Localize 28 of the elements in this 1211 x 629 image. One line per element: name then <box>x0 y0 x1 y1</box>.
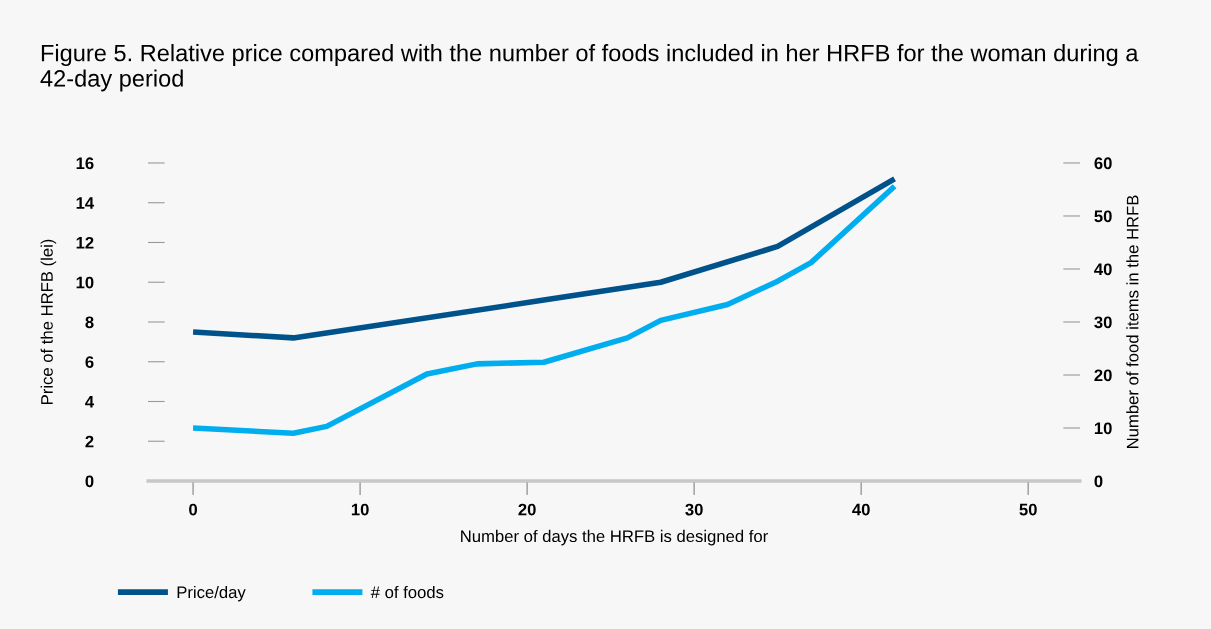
y-tick-label: 12 <box>76 236 94 249</box>
y2-tick-label: 40 <box>1094 263 1112 276</box>
y-tick-label: 14 <box>76 197 95 209</box>
y-tick-label: 4 <box>85 396 95 408</box>
y2-tick-label: 60 <box>1094 157 1112 170</box>
y-tick-label: 8 <box>85 316 94 329</box>
y-tick-label: 10 <box>76 276 94 289</box>
x-tick-label: 40 <box>852 503 870 516</box>
y2-tick-label: 20 <box>1094 369 1112 382</box>
y-tick-label: 6 <box>85 356 94 368</box>
y2-axis-title: Number of food items in the HRFB <box>1126 195 1139 448</box>
y-tick-label: 2 <box>85 435 94 448</box>
x-tick-label: 0 <box>189 503 198 516</box>
chart-title: Figure 5. Relative price compared with the number of foods included in her HRFB for the woman during a 42-day period <box>40 44 1139 92</box>
x-tick-label: 30 <box>685 503 703 516</box>
x-tick-label: 10 <box>351 503 369 516</box>
legend-label: Price/day <box>177 585 246 602</box>
x-tick-label: 50 <box>1019 503 1037 516</box>
y2-tick-label: 0 <box>1094 475 1103 488</box>
legend-label: # of foods <box>370 585 444 599</box>
y2-tick-label: 30 <box>1094 316 1112 329</box>
y2-tick-label: 50 <box>1094 210 1112 223</box>
y2-tick-label: 10 <box>1094 422 1112 435</box>
y-tick-label: 0 <box>85 475 94 488</box>
y-tick-label: 16 <box>76 157 94 170</box>
y-axis-title: Price of the HRFB (lei) <box>40 239 57 404</box>
x-axis-title: Number of days the HRFB is designed for <box>461 529 768 546</box>
x-tick-label: 20 <box>518 503 536 516</box>
